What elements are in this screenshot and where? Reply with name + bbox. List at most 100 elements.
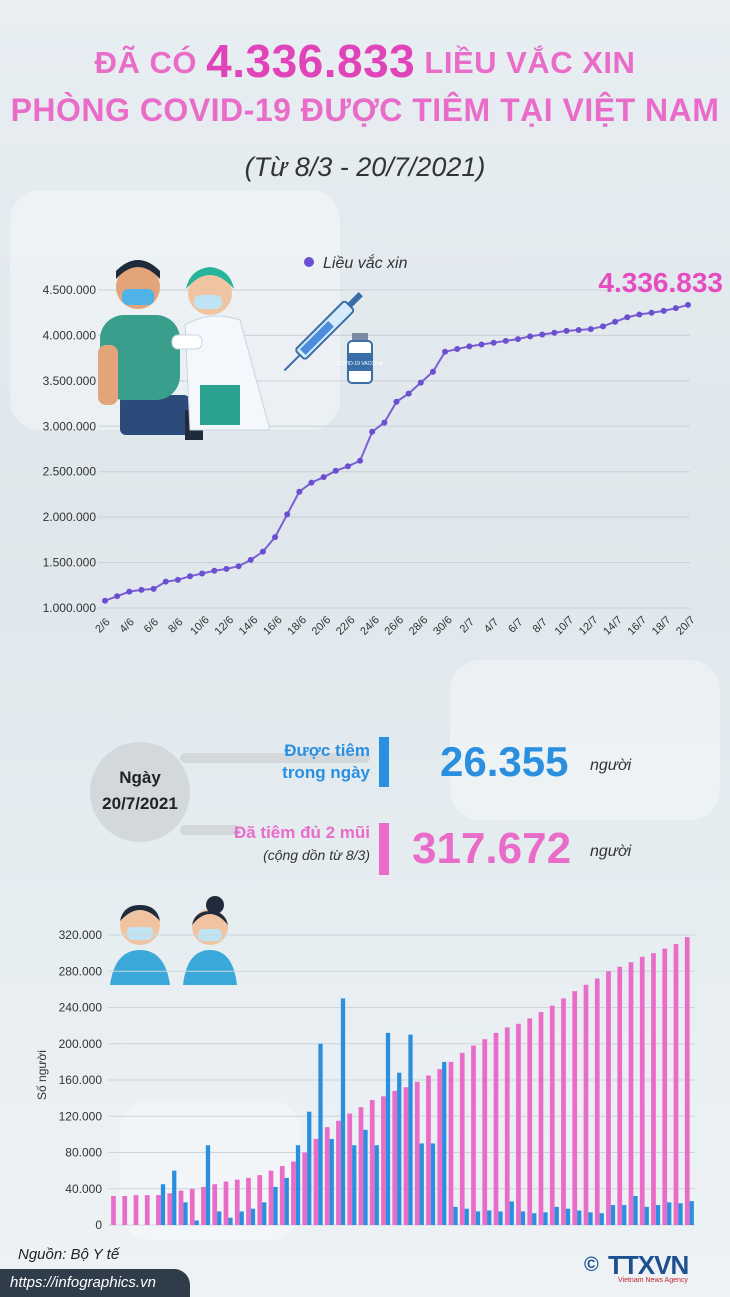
x-tick-label: 2/7: [458, 616, 477, 635]
bar-full: [549, 1005, 555, 1225]
bar-daily: [565, 1208, 571, 1225]
y-tick-label: 3.500.000: [43, 374, 97, 388]
line-point: [162, 578, 169, 585]
line-chart-y-ticks: 1.000.000 1.500.000 2.000.000 2.500.000 3.00…: [43, 283, 97, 615]
bar-daily: [295, 1145, 301, 1225]
bar-daily: [554, 1206, 559, 1225]
bar-full: [572, 991, 578, 1225]
bar-daily: [577, 1210, 582, 1225]
line-chart-x-ticks: 2/6 4/6 6/6 8/6 10/6 12/6 14/6 16/6 18/6 20/6 22/6…: [93, 614, 697, 638]
line-point: [199, 570, 206, 577]
bar-full: [369, 1099, 375, 1225]
y-tick-label: 240.000: [59, 1001, 103, 1015]
bar-daily: [172, 1170, 177, 1225]
bar-full: [639, 956, 645, 1225]
bar-daily: [610, 1205, 616, 1225]
bar-chart: 0 40.000 80.000 120.000 160.000 200.000 240.00…: [35, 928, 695, 1232]
bar-full: [279, 1166, 285, 1225]
bar-full: [336, 1120, 341, 1225]
bar-daily: [318, 1043, 323, 1225]
bar-daily: [509, 1201, 514, 1225]
bar-full: [156, 1195, 161, 1225]
bar-daily: [329, 1138, 334, 1225]
line-point: [563, 327, 570, 334]
line-point: [126, 588, 133, 595]
bar-daily: [160, 1184, 166, 1225]
line-point: [102, 597, 108, 604]
line-point: [332, 467, 339, 474]
bar-full: [257, 1175, 263, 1225]
bar-series-full: [111, 937, 690, 1225]
line-point: [393, 398, 400, 405]
background-panel: [450, 660, 720, 820]
bar-daily: [464, 1208, 469, 1225]
line-point: [527, 333, 534, 340]
title-suffix: LIỀU VẮC XIN: [424, 45, 636, 80]
x-tick-label: 16/6: [261, 614, 285, 638]
bar-daily: [228, 1217, 233, 1225]
date-label: Ngày 20/7/2021: [90, 765, 190, 817]
line-point: [442, 348, 449, 355]
line-point: [369, 428, 376, 435]
bar-daily: [183, 1202, 188, 1225]
x-tick-label: 8/7: [530, 616, 549, 635]
bar-daily: [408, 1034, 413, 1225]
page-subtitle: (Từ 8/3 - 20/7/2021): [244, 152, 486, 182]
line-point: [551, 329, 558, 336]
line-point: [138, 586, 145, 593]
website-link[interactable]: https://infographics.vn: [10, 1274, 156, 1291]
bar-full: [606, 971, 611, 1225]
bar-daily: [644, 1206, 649, 1225]
x-tick-label: 4/6: [118, 616, 137, 635]
bar-full: [628, 962, 634, 1225]
bar-full: [246, 1177, 251, 1225]
y-tick-label: 1.000.000: [43, 601, 97, 615]
date-circle: [90, 742, 190, 842]
bar-full: [392, 1090, 398, 1225]
bar-daily: [217, 1211, 222, 1225]
bar-series-daily: [160, 998, 694, 1225]
date-label-title: Ngày: [119, 768, 161, 787]
stats-graphic: [90, 737, 389, 875]
y-tick-label: 3.000.000: [43, 419, 97, 433]
syringe-icon: [283, 292, 363, 372]
bar-full: [414, 1081, 420, 1225]
x-tick-label: 8/6: [166, 616, 185, 635]
line-point: [272, 534, 279, 541]
bar-full: [673, 944, 679, 1225]
bar-daily: [284, 1177, 289, 1225]
bar-daily: [678, 1203, 683, 1225]
bar-daily: [520, 1211, 526, 1225]
bar-daily: [588, 1212, 593, 1225]
line-end-label: 4.336.833: [598, 267, 723, 298]
bar-daily: [487, 1210, 492, 1225]
legend-marker: [304, 257, 314, 267]
line-point: [612, 318, 619, 325]
bar-daily: [352, 1145, 357, 1225]
bar-daily: [430, 1143, 436, 1225]
bar-daily: [194, 1220, 199, 1225]
bar-daily: [689, 1201, 694, 1225]
x-tick-label: 6/7: [506, 616, 525, 635]
line-point: [296, 488, 303, 495]
bar-daily: [442, 1061, 447, 1225]
x-tick-label: 20/6: [310, 614, 334, 638]
y-tick-label: 80.000: [65, 1146, 102, 1160]
bar-full: [538, 1012, 544, 1225]
line-point: [174, 576, 181, 583]
y-tick-label: 0: [95, 1218, 102, 1232]
line-point: [114, 593, 121, 600]
x-tick-label: 28/6: [407, 614, 431, 638]
bar-full: [426, 1075, 431, 1225]
daily-value: 26.355: [440, 738, 569, 785]
bar-full: [223, 1181, 229, 1225]
y-tick-label: 4.000.000: [43, 328, 97, 342]
y-tick-label: 1.500.000: [43, 556, 97, 570]
vial-label: COVID-19 VACCINE: [337, 361, 384, 367]
bar-daily: [543, 1212, 548, 1225]
line-point: [357, 457, 364, 464]
bar-full: [133, 1195, 139, 1225]
bar-full: [482, 1039, 488, 1225]
x-tick-label: 12/6: [213, 614, 237, 638]
full-bar-marker: [379, 823, 389, 875]
